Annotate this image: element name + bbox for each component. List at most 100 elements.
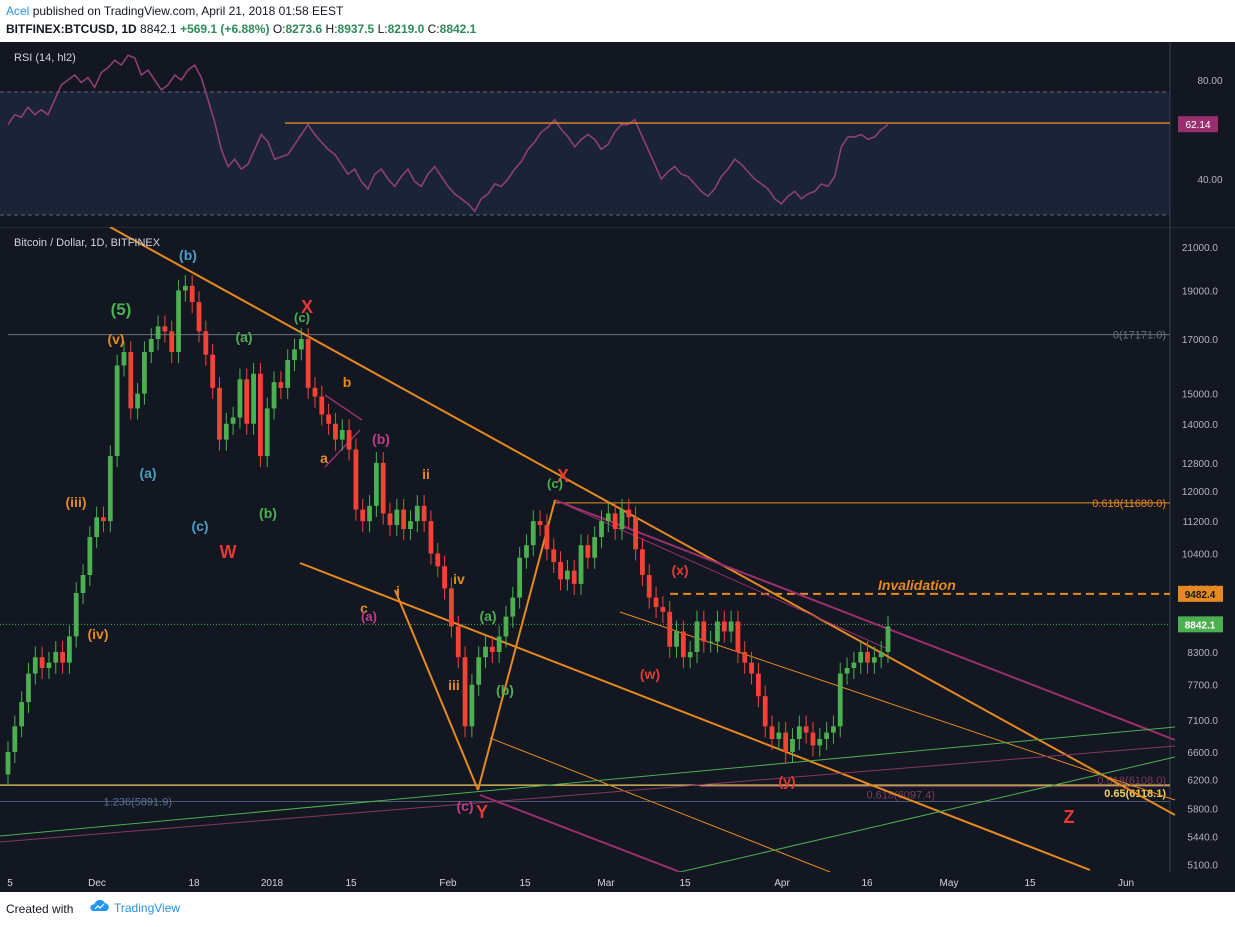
wave-label: iii [448,677,460,693]
candle-body [19,702,25,727]
candle-body [449,588,454,627]
candle-body [885,626,891,652]
price-tick-label: 10400.0 [1182,550,1219,561]
thin-orange-channel-line [619,611,1176,801]
candle-body [155,326,161,339]
tradingview-logo[interactable]: TradingView [88,899,181,915]
wave-label: c [360,600,368,616]
candle-body [455,626,461,658]
rsi-band [0,92,1170,215]
wave-label: (b) [496,682,514,698]
rsi-value-badge [1178,116,1218,133]
symbol-label: BITFINEX:BTCUSD, 1D [6,22,137,36]
price-change: +569.1 (+6.88%) [180,22,270,36]
price-tick-label: 5100.0 [1187,861,1218,872]
green-support-line-1 [0,726,1176,837]
candle-body [483,646,488,658]
wave-label: (w) [640,666,660,682]
price-tick-label: 5800.0 [1187,804,1218,815]
cloud-icon [90,899,109,911]
candle-body [667,611,673,647]
candle-body [189,285,195,303]
rsi-tick-label: 40.00 [1197,175,1222,186]
candle-body [585,545,591,558]
candle-body [824,732,829,739]
candle-body [360,509,366,522]
price-panel[interactable]: 21000.0 19000.0 17000.0 15000.0 14000.0 12800… [0,226,1235,873]
candle-body [701,621,707,642]
candle-body [312,387,318,397]
candle-body [633,517,638,550]
fib-level-label: 0.618(6108.0) [1098,775,1167,787]
candle-body [367,505,372,522]
price-tick-label: 6200.0 [1187,775,1218,786]
close-label: C: [427,22,440,36]
candle-body [39,657,45,669]
rsi-title: RSI (14, hl2) [14,52,76,64]
price-tick-label: 8300.0 [1187,648,1218,659]
candle-body [844,668,850,674]
wave-label: (v) [107,331,124,347]
magenta-resistance-line [554,499,1176,741]
price-title: Bitcoin / Dollar, 1D, BITFINEX [14,237,161,249]
candle-body [12,726,18,752]
main-down-channel-top [109,226,1176,816]
published-text: published on TradingView.com, April 21, … [32,4,344,18]
candle-body [694,621,700,652]
price-tick-label: 12000.0 [1182,487,1219,498]
wave-label: (c) [456,798,473,814]
candle-body [612,513,618,530]
time-tick-label: 15 [519,878,531,889]
open-value: 8273.6 [285,22,323,36]
candle-body [810,732,816,746]
candle-body [653,597,659,608]
publish-line: Acel published on TradingView.com, April… [6,4,343,18]
close-value: 8842.1 [439,22,477,36]
author-link[interactable]: Acel [6,4,30,18]
candle-body [353,449,359,510]
candle-body [817,738,823,746]
candle-body [326,414,332,424]
price-badge-label: 9482.4 [1185,590,1216,601]
wave-leg-2 [477,499,556,791]
candle-body [251,373,256,424]
price-chart: 21000.0 19000.0 17000.0 15000.0 14000.0 12800… [0,226,1235,873]
candle-body [831,726,836,733]
candle-body [558,561,563,580]
wave-label: (a) [361,609,377,624]
candle-body [517,557,523,598]
wave-label: a [320,450,328,466]
candle-body [169,331,175,353]
candle-body [715,621,720,642]
price-badge [1178,616,1223,633]
candle-body [333,423,338,440]
invalidation-label: Invalidation [878,577,956,593]
candle-body [121,352,127,366]
time-tick-label: Apr [774,878,790,889]
time-tick-label: 2018 [261,878,284,889]
candle-body [285,360,291,388]
candle-body [564,570,570,580]
candle-body [26,673,31,703]
magenta-lower-line [479,794,681,873]
candle-body [762,696,768,727]
last-price: 8842.1 [140,22,177,36]
candle-body [94,517,100,538]
candle-body [626,509,632,518]
time-axis[interactable]: 5 Dec 18 2018 15 Feb 15 Mar 15 Apr 16 May 15 Jun [0,872,1235,892]
price-tick-label: 21000.0 [1182,243,1219,254]
wave-label: (b) [372,431,390,447]
candle-body [230,417,236,424]
candle-body [258,373,263,457]
price-tick-label: 15000.0 [1182,390,1219,401]
candle-body [878,651,884,658]
candle-body [387,513,393,526]
time-tick-label: 15 [1024,878,1036,889]
low-value: 8219.0 [387,22,425,36]
candle-body [264,408,270,457]
candle-body [162,326,168,332]
rsi-line [7,54,889,213]
rsi-panel[interactable]: 80.00 40.00 62.14 RSI (14, hl2) [0,42,1235,227]
tradingview-brand: TradingView [114,901,181,915]
candle-body [865,651,870,663]
